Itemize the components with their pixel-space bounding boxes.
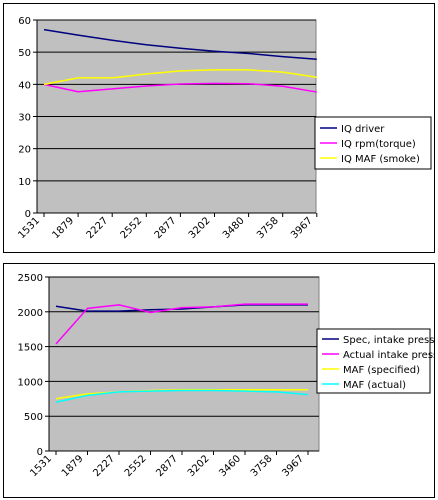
x-tick-label: 2552 (119, 215, 145, 241)
chart-intake-maf: 0 500 1000 1500 2000 2500 1531 1879 2227 2552 2877… (3, 263, 435, 498)
series-line-1 (43, 28, 317, 60)
x-tick-label: 1879 (60, 453, 86, 479)
x-tick-label: 1879 (50, 215, 76, 241)
series-line-2 (55, 303, 308, 345)
y-tick-label: 2500 (18, 273, 43, 284)
y-tick-label: 500 (24, 412, 43, 423)
y-tick-label: 30 (18, 113, 31, 124)
legend-label: Spec, intake press, (343, 335, 434, 346)
x-tick-label: 1531 (28, 453, 54, 479)
y-tick-label: 1000 (18, 377, 43, 388)
plot-area (48, 276, 320, 452)
y-tick-label: 10 (18, 177, 31, 188)
y-tick-label: 20 (18, 145, 31, 156)
chart-engine-iq-svg: 0 10 20 30 40 50 60 1531 1879 2227 2552 2877 3202 348… (16, 16, 432, 241)
y-tick-label: 0 (25, 209, 31, 220)
x-tick-label: 3202 (186, 453, 212, 479)
legend-label: IQ driver (341, 124, 385, 135)
x-tick-label: 2552 (123, 453, 149, 479)
series-line-4 (55, 389, 309, 404)
chart-engine-iq: 0 10 20 30 40 50 60 1531 1879 2227 2552 2877 3202 348… (3, 3, 435, 253)
x-tick-label: 3480 (221, 215, 247, 241)
x-tick-label: 3758 (255, 215, 281, 241)
legend-label: MAF (specified) (343, 365, 420, 376)
x-tick-label: 2227 (91, 453, 117, 479)
series-line-2 (43, 82, 317, 93)
y-tick-label: 40 (18, 80, 31, 91)
legend-label: Actual intake press (343, 350, 434, 361)
x-tick-label: 3967 (280, 453, 306, 479)
x-tick-label: 2877 (153, 215, 179, 241)
y-tick-label: 0 (37, 447, 43, 458)
y-tick-label: 60 (18, 16, 31, 27)
x-tick-label: 3758 (249, 453, 275, 479)
legend-label: IQ rpm(torque) (341, 139, 416, 150)
x-tick-label: 1531 (16, 215, 42, 241)
series-line-3 (43, 69, 317, 86)
x-tick-label: 3202 (187, 215, 213, 241)
y-tick-label: 2000 (18, 308, 43, 319)
x-tick-label: 3460 (217, 453, 243, 479)
legend-label: MAF (actual) (343, 380, 406, 391)
x-tick-label: 2227 (85, 215, 111, 241)
legend-label: IQ MAF (smoke) (341, 154, 420, 165)
y-tick-label: 1500 (18, 343, 43, 354)
x-tick-label: 3967 (289, 215, 315, 241)
x-tick-label: 2877 (154, 453, 180, 479)
y-tick-label: 50 (18, 48, 31, 59)
chart-intake-maf-svg: 0 500 1000 1500 2000 2500 1531 1879 2227 2552 2877… (18, 273, 434, 479)
